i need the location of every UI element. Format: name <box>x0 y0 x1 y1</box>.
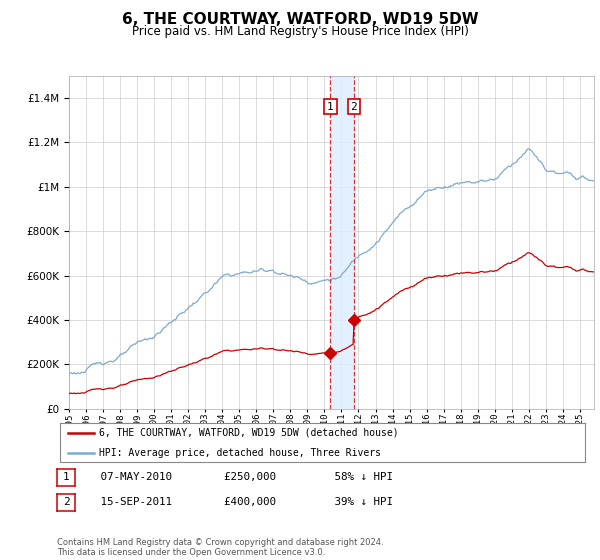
Text: 2: 2 <box>62 497 70 507</box>
Text: 07-MAY-2010        £250,000         58% ↓ HPI: 07-MAY-2010 £250,000 58% ↓ HPI <box>81 472 393 482</box>
Text: 6, THE COURTWAY, WATFORD, WD19 5DW (detached house): 6, THE COURTWAY, WATFORD, WD19 5DW (deta… <box>100 428 399 437</box>
Text: Price paid vs. HM Land Registry's House Price Index (HPI): Price paid vs. HM Land Registry's House … <box>131 25 469 38</box>
Bar <box>331 76 354 409</box>
Text: 2: 2 <box>350 102 357 111</box>
Text: Contains HM Land Registry data © Crown copyright and database right 2024.
This d: Contains HM Land Registry data © Crown c… <box>57 538 383 557</box>
Text: HPI: Average price, detached house, Three Rivers: HPI: Average price, detached house, Thre… <box>100 449 382 459</box>
Text: 15-SEP-2011        £400,000         39% ↓ HPI: 15-SEP-2011 £400,000 39% ↓ HPI <box>81 497 393 507</box>
Text: 1: 1 <box>62 472 70 482</box>
Text: 1: 1 <box>327 102 334 111</box>
Text: 6, THE COURTWAY, WATFORD, WD19 5DW: 6, THE COURTWAY, WATFORD, WD19 5DW <box>122 12 478 27</box>
